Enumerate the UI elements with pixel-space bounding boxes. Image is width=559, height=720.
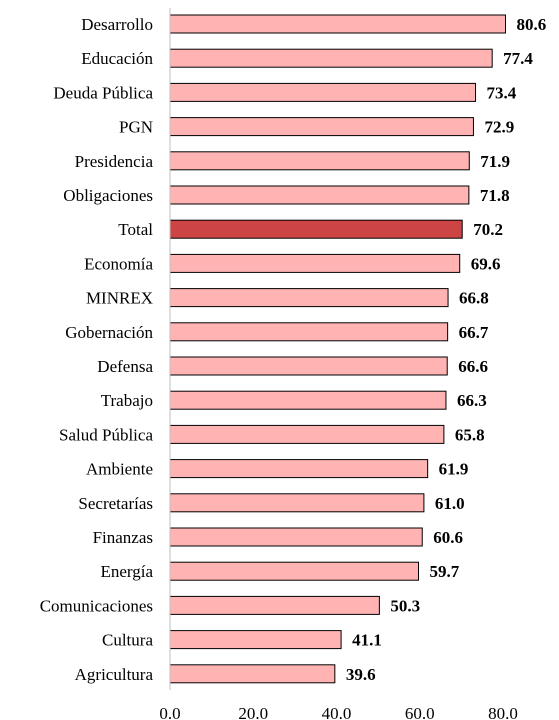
bar-desarrollo	[169, 14, 506, 34]
bar-energia	[169, 561, 420, 581]
category-label-pgn: PGN	[119, 118, 153, 137]
value-label-minrex: 66.8	[459, 289, 489, 308]
value-label-educacion: 77.4	[503, 49, 533, 68]
bar-economia	[169, 253, 461, 273]
value-label-pgn: 72.9	[484, 118, 514, 137]
bar-agricultura	[169, 664, 336, 684]
value-label-economia: 69.6	[471, 254, 501, 273]
category-label-salud-publica: Salud Pública	[59, 425, 153, 444]
category-label-trabajo: Trabajo	[101, 391, 153, 410]
category-label-energia: Energía	[100, 562, 153, 581]
value-label-finanzas: 60.6	[433, 528, 463, 547]
category-label-total: Total	[118, 220, 153, 239]
value-label-deuda-publica: 73.4	[487, 83, 517, 102]
bar-cultura	[169, 630, 342, 650]
value-label-agricultura: 39.6	[346, 665, 376, 684]
bar-obligaciones	[169, 185, 470, 205]
value-label-comunicaciones: 50.3	[390, 596, 420, 615]
value-label-desarrollo: 80.6	[516, 15, 546, 34]
category-label-economia: Economía	[84, 254, 153, 273]
bars-group	[169, 14, 506, 684]
bar-finanzas	[169, 527, 423, 547]
bar-deuda-publica	[169, 82, 477, 102]
category-label-agricultura: Agricultura	[75, 665, 154, 684]
value-label-secretarias: 61.0	[435, 494, 465, 513]
bar-defensa	[169, 356, 448, 376]
x-tick-labels: 0.0 20.0 40.0 60.0 80.0	[159, 704, 518, 720]
bar-secretarias	[169, 493, 425, 513]
bar-total	[169, 219, 463, 239]
category-label-deuda-publica: Deuda Pública	[53, 83, 153, 102]
value-labels: 80.6 77.4 73.4 72.9 71.9 71.8 70.2 69.6 66.8 66.7…	[346, 15, 546, 684]
x-tick-60-0: 60.0	[405, 704, 435, 720]
value-label-ambiente: 61.9	[439, 460, 469, 479]
category-label-gobernacion: Gobernación	[65, 323, 153, 342]
bar-salud-publica	[169, 424, 445, 444]
value-label-obligaciones: 71.8	[480, 186, 510, 205]
category-label-presidencia: Presidencia	[75, 152, 154, 171]
x-tick-80-0: 80.0	[488, 704, 518, 720]
category-labels: Desarrollo Educación Deuda Pública PGN Presi…	[40, 15, 154, 684]
value-label-presidencia: 71.9	[480, 152, 510, 171]
value-label-cultura: 41.1	[352, 631, 382, 650]
category-label-cultura: Cultura	[102, 631, 153, 650]
value-label-energia: 59.7	[430, 562, 460, 581]
bar-educacion	[169, 48, 493, 68]
x-tick-20-0: 20.0	[238, 704, 268, 720]
x-tick-40-0: 40.0	[322, 704, 352, 720]
value-label-total: 70.2	[473, 220, 503, 239]
category-label-comunicaciones: Comunicaciones	[40, 596, 153, 615]
x-tick-0-0: 0.0	[159, 704, 180, 720]
bar-comunicaciones	[169, 595, 380, 615]
bar-gobernacion	[169, 322, 449, 342]
bar-pgn	[169, 117, 474, 137]
category-label-obligaciones: Obligaciones	[63, 186, 153, 205]
bar-ambiente	[169, 459, 429, 479]
category-label-defensa: Defensa	[97, 357, 153, 376]
category-label-educacion: Educación	[81, 49, 153, 68]
category-label-minrex: MINREX	[86, 289, 153, 308]
value-label-defensa: 66.6	[458, 357, 488, 376]
value-label-gobernacion: 66.7	[459, 323, 489, 342]
value-label-trabajo: 66.3	[457, 391, 487, 410]
category-label-secretarias: Secretarías	[78, 494, 153, 513]
category-label-desarrollo: Desarrollo	[81, 15, 153, 34]
bar-minrex	[169, 288, 449, 308]
bar-presidencia	[169, 151, 470, 171]
value-label-salud-publica: 65.8	[455, 425, 485, 444]
category-label-finanzas: Finanzas	[93, 528, 153, 547]
category-label-ambiente: Ambiente	[86, 460, 153, 479]
bar-trabajo	[169, 390, 447, 410]
